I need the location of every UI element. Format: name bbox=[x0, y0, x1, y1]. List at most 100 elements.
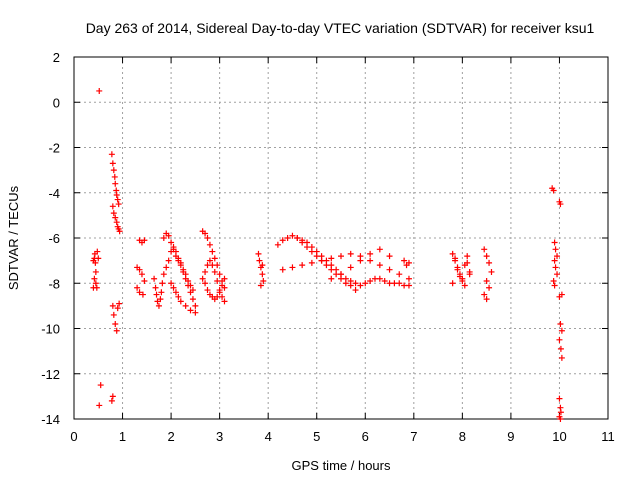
data-point bbox=[187, 282, 194, 289]
data-point bbox=[352, 287, 359, 294]
data-point bbox=[204, 235, 211, 241]
data-point bbox=[551, 257, 558, 264]
data-point bbox=[488, 268, 495, 275]
data-point bbox=[454, 266, 461, 273]
data-point bbox=[206, 257, 213, 264]
data-point bbox=[214, 277, 221, 284]
data-point bbox=[396, 271, 403, 278]
data-point bbox=[134, 284, 141, 291]
data-point bbox=[113, 327, 120, 334]
data-point bbox=[180, 266, 187, 273]
data-point bbox=[92, 259, 99, 266]
data-point bbox=[257, 282, 264, 289]
data-point bbox=[338, 271, 344, 278]
data-point bbox=[299, 237, 306, 244]
data-point bbox=[481, 246, 488, 253]
data-point bbox=[92, 280, 99, 287]
data-point bbox=[550, 277, 557, 284]
y-tick-label: 2 bbox=[53, 50, 60, 65]
data-point bbox=[256, 257, 263, 264]
data-point bbox=[114, 196, 121, 203]
data-point bbox=[182, 302, 189, 309]
data-point bbox=[153, 291, 160, 298]
data-point bbox=[550, 187, 557, 194]
data-point bbox=[170, 284, 177, 291]
data-point bbox=[481, 291, 488, 298]
data-point bbox=[199, 275, 206, 282]
x-axis-label: GPS time / hours bbox=[292, 458, 391, 473]
data-point bbox=[557, 320, 564, 327]
data-point bbox=[367, 257, 374, 264]
data-point bbox=[92, 268, 99, 275]
data-point bbox=[139, 291, 146, 298]
data-point bbox=[108, 151, 115, 158]
data-point bbox=[91, 275, 98, 282]
data-point bbox=[172, 289, 179, 296]
data-point bbox=[155, 302, 162, 309]
x-tick-label: 8 bbox=[459, 429, 466, 444]
data-point bbox=[160, 235, 167, 241]
data-point bbox=[551, 239, 558, 246]
data-points bbox=[90, 87, 565, 422]
data-point bbox=[464, 253, 471, 260]
data-point bbox=[109, 302, 116, 309]
data-point bbox=[177, 259, 184, 266]
data-point bbox=[328, 255, 335, 262]
data-point bbox=[328, 262, 335, 269]
data-point bbox=[274, 241, 281, 248]
data-point bbox=[192, 302, 199, 309]
data-point bbox=[114, 305, 121, 312]
data-point bbox=[405, 275, 412, 282]
data-point bbox=[376, 246, 383, 253]
data-point bbox=[204, 287, 211, 294]
x-tick-label: 2 bbox=[167, 429, 174, 444]
data-point bbox=[110, 167, 117, 174]
x-tick-label: 9 bbox=[507, 429, 514, 444]
data-point bbox=[112, 320, 119, 327]
data-point bbox=[279, 237, 286, 244]
data-point bbox=[464, 259, 471, 266]
data-point bbox=[108, 397, 115, 404]
data-point bbox=[109, 393, 116, 400]
data-point bbox=[558, 327, 565, 334]
data-point bbox=[113, 219, 120, 226]
data-point bbox=[386, 266, 393, 273]
data-point bbox=[202, 230, 209, 237]
data-point bbox=[554, 253, 561, 260]
data-point bbox=[483, 277, 490, 284]
data-point bbox=[116, 228, 123, 235]
data-point bbox=[112, 180, 119, 187]
x-tick-label: 6 bbox=[362, 429, 369, 444]
data-point bbox=[109, 203, 116, 210]
y-tick-label: -6 bbox=[48, 231, 60, 246]
data-point bbox=[554, 271, 561, 278]
data-point bbox=[486, 284, 493, 291]
data-point bbox=[367, 277, 374, 284]
data-point bbox=[165, 257, 172, 264]
data-point bbox=[202, 280, 209, 287]
data-point bbox=[347, 264, 354, 271]
x-tick-label: 1 bbox=[119, 429, 126, 444]
data-point bbox=[158, 289, 165, 296]
data-point bbox=[159, 280, 166, 287]
data-point bbox=[172, 253, 179, 260]
y-tick-label: -14 bbox=[41, 412, 60, 427]
data-point bbox=[456, 273, 463, 280]
chart-title: Day 263 of 2014, Sidereal Day-to-day VTE… bbox=[86, 20, 595, 36]
data-point bbox=[376, 275, 383, 282]
data-point bbox=[211, 255, 218, 262]
y-tick-label: -12 bbox=[41, 367, 60, 382]
data-point bbox=[110, 210, 117, 217]
data-point bbox=[308, 244, 315, 251]
data-point bbox=[202, 268, 209, 275]
data-point bbox=[304, 239, 311, 246]
data-point bbox=[552, 246, 559, 253]
data-point bbox=[289, 264, 296, 271]
y-axis: 2 0 -2 -4 -6 -8 -10 -12 -14 bbox=[41, 50, 608, 427]
data-point bbox=[466, 271, 473, 278]
data-point bbox=[483, 253, 490, 260]
data-point bbox=[216, 271, 223, 278]
data-point bbox=[136, 266, 143, 273]
data-point bbox=[294, 235, 301, 241]
data-point bbox=[449, 250, 456, 257]
